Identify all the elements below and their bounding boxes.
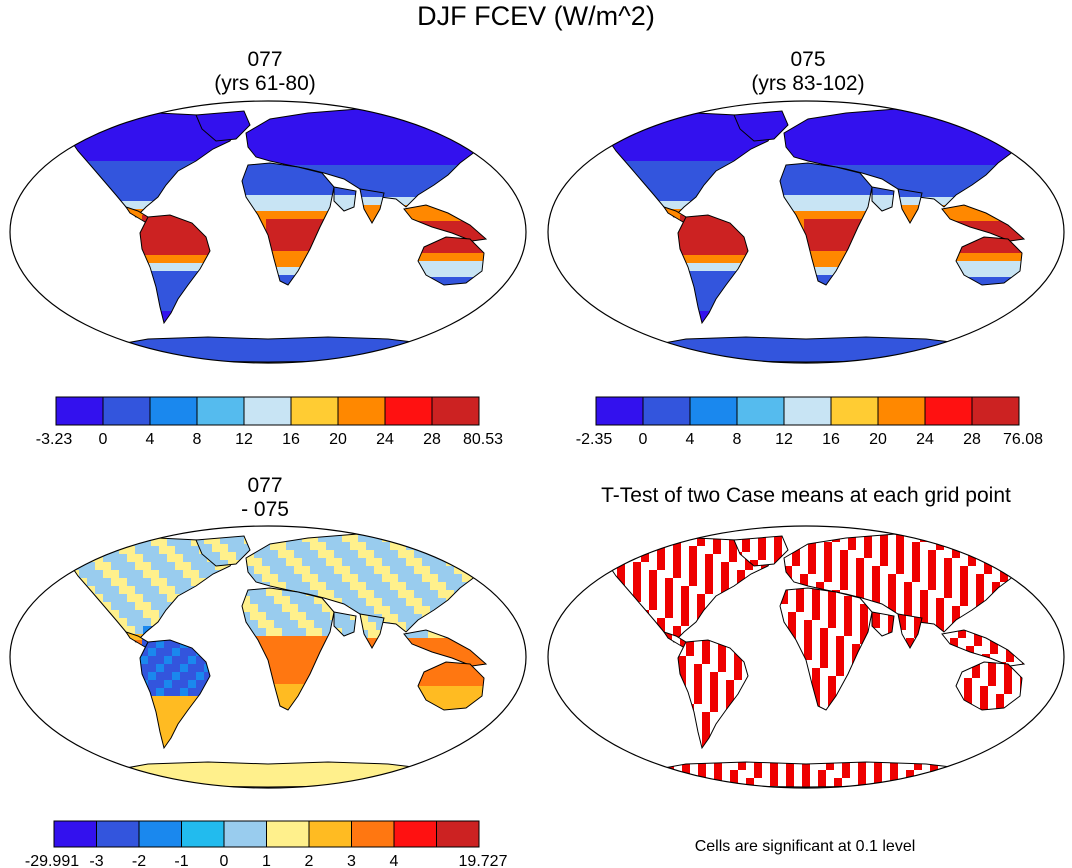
colorbar-tick-label: 4 [686,431,695,448]
panel-years: (yrs 83-102) [751,72,865,95]
colorbar-tick-label: 76.08 [1003,431,1043,448]
colorbar-box [181,820,225,848]
colorbar-tick-label: 4 [146,431,155,448]
ttest-title: T-Test of two Case means at each grid po… [601,484,1011,507]
colorbar-tick-label: 16 [822,431,840,448]
colorbar-box [243,396,292,426]
colorbar-box [924,396,973,426]
colorbar-box [393,820,437,848]
colorbar-tick-label: 3 [347,853,356,868]
colorbar-tick-label: 24 [376,431,394,448]
colorbar-box [431,396,480,426]
colorbar-box [266,820,310,848]
colorbar-box [53,820,97,848]
colorbar-box [783,396,832,426]
panel-years: (yrs 61-80) [214,72,316,95]
significance-note: Cells are significant at 0.1 level [694,838,916,855]
map-border [547,100,1065,364]
map-ttest [547,525,1065,789]
map-difference [9,525,527,789]
colorbar-box [308,820,352,848]
colorbar-tick-label: 0 [220,853,229,868]
colorbar-box [102,396,151,426]
colorbar-box [736,396,785,426]
colorbar-box [337,396,386,426]
colorbar-box [196,396,245,426]
colorbar-box [223,820,267,848]
land-australia [956,237,1022,285]
colorbar-tick-label: 16 [282,431,300,448]
colorbar-tick-label: 28 [423,431,441,448]
colorbar-tick-label: 24 [916,431,934,448]
map-border [547,525,1065,789]
colorbar-tick-label: -2.35 [576,431,613,448]
map-case1 [9,100,527,364]
colorbar-tick-label: 0 [99,431,108,448]
colorbar-box [971,396,1020,426]
panel-case-id: 075 [790,48,826,71]
colorbar-box [642,396,691,426]
colorbar-box [55,396,104,426]
colorbar-box [351,820,395,848]
map-case2 [547,100,1065,364]
colorbar-box [290,396,339,426]
colorbar-tick-label: 20 [869,431,887,448]
colorbar-tick-label: 0 [639,431,648,448]
map-border [9,100,527,364]
panel-diff-label: - 075 [241,498,289,521]
colorbar-case2: -2.35 0 4 8 12 16 20 24 28 76.08 [576,396,1043,448]
colorbar-tick-label: 20 [329,431,347,448]
colorbar-tick-label: 8 [193,431,202,448]
colorbar-tick-label: -3 [89,853,103,868]
panel-title-case2: 075 (yrs 83-102) [683,48,933,96]
colorbar-box [689,396,738,426]
colorbar-tick-label: 80.53 [463,431,503,448]
colorbar-tick-label: -1 [174,853,188,868]
colorbar-tick-label: 12 [235,431,253,448]
colorbar-box [149,396,198,426]
colorbar-box [96,820,140,848]
figure-title: DJF FCEV (W/m^2) [417,1,655,31]
colorbar-box [595,396,644,426]
colorbar-box [877,396,926,426]
panel-case-id: 077 [247,474,283,497]
colorbar-tick-label: 1 [262,853,271,868]
colorbar-tick-label: 12 [775,431,793,448]
colorbar-box [436,820,480,848]
panel-title-case1: 077 (yrs 61-80) [140,48,390,96]
colorbar-box [384,396,433,426]
colorbar-difference: -29.991 -3 -2 -1 0 1 2 3 4 19.727 [25,820,508,868]
colorbar-box [138,820,182,848]
colorbar-tick-label: -29.991 [25,853,79,868]
panel-case-id: 077 [247,48,283,71]
colorbar-tick-label: 19.727 [459,853,508,868]
panel-title-diff: 077 - 075 [140,474,390,522]
colorbar-case1: -3.23 0 4 8 12 16 20 24 28 80.53 [36,396,503,448]
colorbar-tick-label: -3.23 [36,431,73,448]
colorbar-tick-label: 8 [733,431,742,448]
colorbar-tick-label: -2 [132,853,146,868]
colorbar-tick-label: 4 [390,853,399,868]
colorbar-tick-label: 28 [963,431,981,448]
map-border [9,525,527,789]
colorbar-tick-label: 2 [305,853,314,868]
colorbar-box [830,396,879,426]
